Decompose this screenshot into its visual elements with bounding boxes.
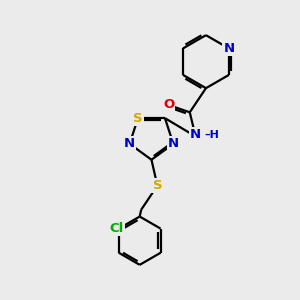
Text: S: S <box>152 179 162 192</box>
Text: N: N <box>168 137 179 150</box>
Text: Cl: Cl <box>109 222 124 235</box>
Text: S: S <box>133 112 143 125</box>
Text: O: O <box>163 98 174 111</box>
Text: –H: –H <box>204 130 219 140</box>
Text: N: N <box>190 128 201 142</box>
Text: N: N <box>124 137 135 150</box>
Text: N: N <box>223 42 235 55</box>
